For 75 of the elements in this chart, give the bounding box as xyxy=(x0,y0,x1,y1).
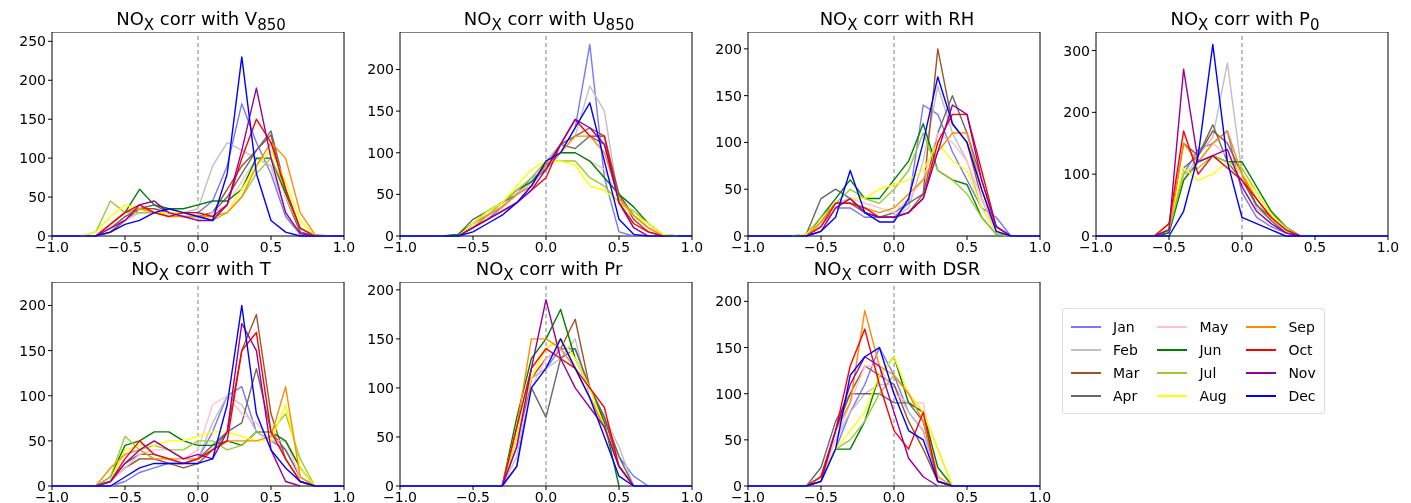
x-tick-label: 0.5 xyxy=(607,488,631,503)
y-tick-label: 150 xyxy=(715,87,742,104)
legend-label: Mar xyxy=(1113,364,1140,381)
y-tick-label: 200 xyxy=(19,297,46,314)
y-tick-label: 150 xyxy=(367,330,394,347)
x-tick-label: 0.0 xyxy=(882,488,906,503)
y-tick-label: 100 xyxy=(367,144,394,161)
x-tick-label: 0.0 xyxy=(534,488,558,503)
chart-title: NO$_{X}$ corr with U$_{850}$ xyxy=(462,8,636,34)
x-tick-label: 0.0 xyxy=(186,238,210,255)
y-tick-label: 50 xyxy=(724,181,742,198)
chart-title: NO$_{X}$ corr with Pr xyxy=(474,258,624,284)
y-tick-label: 100 xyxy=(367,379,394,396)
x-tick-label: −0.5 xyxy=(108,238,142,255)
y-tick-label: 100 xyxy=(19,150,46,167)
chart-title: NO$_{X}$ corr with V$_{850}$ xyxy=(115,8,287,34)
y-tick-label: 200 xyxy=(715,293,742,310)
legend-label: Nov xyxy=(1288,364,1316,381)
x-tick-label: 1.0 xyxy=(332,488,356,503)
x-tick-label: 1.0 xyxy=(332,238,356,255)
legend-label: Sep xyxy=(1288,318,1315,335)
x-tick-label: 0.5 xyxy=(607,238,631,255)
legend-label: Oct xyxy=(1288,341,1313,358)
y-tick-label: 100 xyxy=(715,385,742,402)
x-tick-label: −0.5 xyxy=(804,238,838,255)
x-tick-label: 1.0 xyxy=(680,238,704,255)
y-tick-label: 50 xyxy=(724,431,742,448)
y-tick-label: 150 xyxy=(19,342,46,359)
chart-title: NO$_{X}$ corr with RH xyxy=(818,8,976,34)
y-tick-label: 150 xyxy=(715,339,742,356)
y-tick-label: 200 xyxy=(367,61,394,78)
legend-label: Feb xyxy=(1113,341,1138,358)
x-tick-label: −0.5 xyxy=(456,488,490,503)
y-tick-label: 200 xyxy=(19,72,46,89)
y-tick-label: 50 xyxy=(28,432,46,449)
x-tick-label: 0.5 xyxy=(259,488,283,503)
x-tick-label: 0.0 xyxy=(1230,238,1254,255)
chart-title: NO$_{X}$ corr with P$_{0}$ xyxy=(1169,8,1321,34)
legend-label: Jan xyxy=(1113,318,1135,335)
x-tick-label: 1.0 xyxy=(1028,238,1052,255)
legend-label: Dec xyxy=(1288,387,1316,404)
y-tick-label: 100 xyxy=(715,134,742,151)
y-tick-label: 200 xyxy=(367,281,394,298)
x-tick-label: −0.5 xyxy=(1152,238,1186,255)
y-tick-label: 250 xyxy=(19,33,46,50)
x-tick-label: −0.5 xyxy=(108,488,142,503)
x-tick-label: 0.5 xyxy=(1303,238,1327,255)
y-tick-label: 150 xyxy=(367,103,394,120)
y-tick-label: 100 xyxy=(1063,166,1090,183)
x-tick-label: 1.0 xyxy=(1028,488,1052,503)
y-tick-label: 100 xyxy=(19,387,46,404)
x-tick-label: 0.5 xyxy=(955,238,979,255)
x-tick-label: 1.0 xyxy=(1376,238,1400,255)
y-tick-label: 150 xyxy=(19,111,46,128)
legend-label: May xyxy=(1199,318,1229,335)
legend-label: Aug xyxy=(1199,387,1227,404)
x-tick-label: 0.5 xyxy=(955,488,979,503)
chart-title: NO$_{X}$ corr with DSR xyxy=(812,258,982,284)
y-tick-label: 50 xyxy=(28,189,46,206)
y-tick-label: 300 xyxy=(1063,42,1090,59)
y-tick-label: 200 xyxy=(1063,104,1090,121)
x-tick-label: 0.0 xyxy=(186,488,210,503)
x-tick-label: 0.0 xyxy=(534,238,558,255)
chart-title: NO$_{X}$ corr with T xyxy=(130,258,272,284)
y-tick-label: 200 xyxy=(715,40,742,57)
legend-label: Jun xyxy=(1199,341,1222,358)
legend-label: Jul xyxy=(1199,364,1217,381)
legend-label: Apr xyxy=(1113,387,1138,404)
x-tick-label: −0.5 xyxy=(804,488,838,503)
x-tick-label: 0.0 xyxy=(882,238,906,255)
x-tick-label: −0.5 xyxy=(456,238,490,255)
x-tick-label: 0.5 xyxy=(259,238,283,255)
y-tick-label: 50 xyxy=(376,186,394,203)
y-tick-label: 50 xyxy=(376,428,394,445)
x-tick-label: 1.0 xyxy=(680,488,704,503)
